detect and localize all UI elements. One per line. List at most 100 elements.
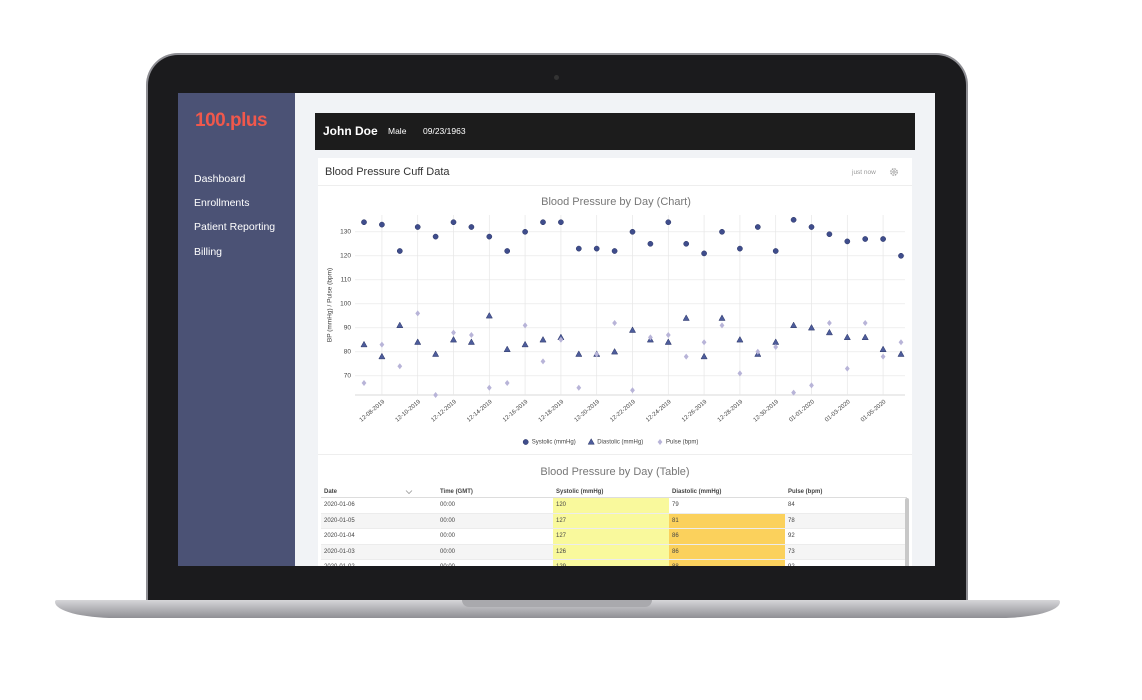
column-header[interactable]: Date bbox=[321, 486, 437, 497]
table-cell: 2020-01-02 bbox=[321, 560, 437, 566]
point bbox=[575, 245, 582, 252]
y-tick-label: 70 bbox=[344, 373, 352, 380]
nav-item[interactable]: Dashboard bbox=[194, 173, 246, 185]
legend-marker bbox=[657, 439, 663, 445]
column-header: Pulse (bpm) bbox=[788, 488, 823, 495]
point bbox=[486, 384, 492, 391]
point bbox=[628, 326, 637, 333]
point bbox=[486, 233, 493, 240]
point bbox=[630, 387, 635, 394]
table-row: 2020-01-06 00:00 120 79 84 bbox=[321, 498, 907, 514]
table-cell: 86 bbox=[669, 529, 785, 544]
settings-icon[interactable] bbox=[889, 167, 899, 177]
table-cell: 127 bbox=[553, 513, 669, 528]
table-row: 2020-01-03 00:00 126 86 73 bbox=[321, 544, 907, 560]
table-cell: 00:00 bbox=[440, 502, 456, 509]
table-cell: 88 bbox=[669, 560, 785, 566]
point bbox=[360, 340, 368, 348]
point bbox=[396, 248, 403, 254]
point bbox=[612, 320, 617, 326]
point bbox=[773, 344, 779, 350]
table-row: 2020-01-05 00:00 127 81 78 bbox=[321, 513, 907, 529]
point bbox=[790, 321, 798, 328]
y-tick-label: 110 bbox=[341, 277, 352, 284]
point bbox=[504, 380, 510, 386]
table-cell: 120 bbox=[553, 498, 669, 513]
y-tick-label: 120 bbox=[340, 253, 351, 260]
table-title: Blood Pressure by Day (Table) bbox=[540, 466, 690, 478]
point bbox=[485, 311, 493, 319]
screen: 100.plus Dashboard Enrollments Patient R… bbox=[178, 93, 935, 566]
point bbox=[433, 392, 438, 398]
x-tick-label: 01-03-2020 bbox=[824, 399, 852, 424]
point bbox=[737, 370, 743, 377]
point bbox=[737, 245, 743, 252]
point bbox=[415, 310, 421, 317]
point bbox=[540, 358, 546, 365]
table: Date Time (GMT) Systolic (mmHg) Diastolic (… bbox=[321, 486, 907, 566]
point bbox=[432, 350, 440, 357]
point bbox=[648, 334, 653, 341]
point bbox=[665, 219, 672, 226]
x-tick-label: 12-22-2019 bbox=[609, 399, 637, 424]
table-cell: 92 bbox=[785, 560, 901, 566]
sort-icon[interactable] bbox=[405, 489, 413, 495]
point bbox=[522, 228, 528, 235]
table-cell: 78 bbox=[788, 517, 795, 524]
point bbox=[378, 352, 386, 360]
point bbox=[647, 240, 654, 247]
patient-dob: 09/23/1963 bbox=[423, 126, 466, 136]
point bbox=[611, 347, 619, 355]
table-cell: 00:00 bbox=[440, 533, 456, 540]
point bbox=[379, 341, 385, 348]
y-tick-label: 100 bbox=[340, 301, 351, 308]
table-row: 2020-01-04 00:00 127 86 92 bbox=[321, 529, 907, 545]
table-cell: 00:00 bbox=[440, 548, 456, 555]
point bbox=[521, 340, 529, 348]
point bbox=[862, 236, 869, 242]
point bbox=[862, 320, 868, 326]
point bbox=[827, 320, 832, 326]
patient-name: John Doe bbox=[323, 124, 378, 138]
laptop-base bbox=[55, 600, 1060, 618]
point bbox=[683, 240, 690, 247]
legend-label: Systolic (mmHg) bbox=[532, 440, 576, 446]
logo[interactable]: 100.plus bbox=[195, 110, 268, 131]
table-cell: 00:00 bbox=[440, 517, 456, 524]
table-cell: 2020-01-03 bbox=[324, 548, 355, 555]
divider bbox=[318, 454, 912, 455]
point bbox=[540, 219, 546, 226]
x-tick-label: 12-16-2019 bbox=[502, 399, 530, 424]
nav-item[interactable]: Enrollments bbox=[194, 197, 250, 209]
point bbox=[594, 351, 600, 358]
point bbox=[468, 224, 475, 230]
patient-gender: Male bbox=[388, 126, 407, 136]
nav-item[interactable]: Patient Reporting bbox=[194, 221, 276, 233]
scrollbar[interactable] bbox=[905, 498, 909, 566]
x-tick-label: 12-14-2019 bbox=[466, 399, 494, 424]
card-status: just now bbox=[852, 169, 876, 176]
point bbox=[682, 314, 690, 321]
point bbox=[683, 353, 689, 360]
x-tick-label: 01-01-2020 bbox=[788, 399, 816, 424]
table-cell: 126 bbox=[553, 544, 669, 559]
point bbox=[754, 224, 761, 230]
point bbox=[379, 221, 385, 228]
point bbox=[791, 389, 796, 396]
x-tick-label: 12-30-2019 bbox=[753, 399, 781, 424]
chart-title: Blood Pressure by Day (Chart) bbox=[541, 196, 691, 208]
point bbox=[665, 332, 671, 338]
table-cell: 81 bbox=[669, 513, 785, 528]
point bbox=[843, 333, 851, 340]
column-header: Diastolic (mmHg) bbox=[672, 488, 722, 495]
x-tick-label: 12-24-2019 bbox=[645, 399, 673, 424]
point bbox=[898, 252, 904, 259]
point bbox=[576, 384, 582, 391]
table-cell: 73 bbox=[788, 548, 795, 555]
legend-label: Pulse (bpm) bbox=[666, 440, 698, 446]
point bbox=[522, 322, 528, 329]
sidebar: 100.plus Dashboard Enrollments Patient R… bbox=[178, 93, 295, 566]
nav-item[interactable]: Billing bbox=[194, 246, 223, 258]
divider bbox=[318, 185, 912, 186]
